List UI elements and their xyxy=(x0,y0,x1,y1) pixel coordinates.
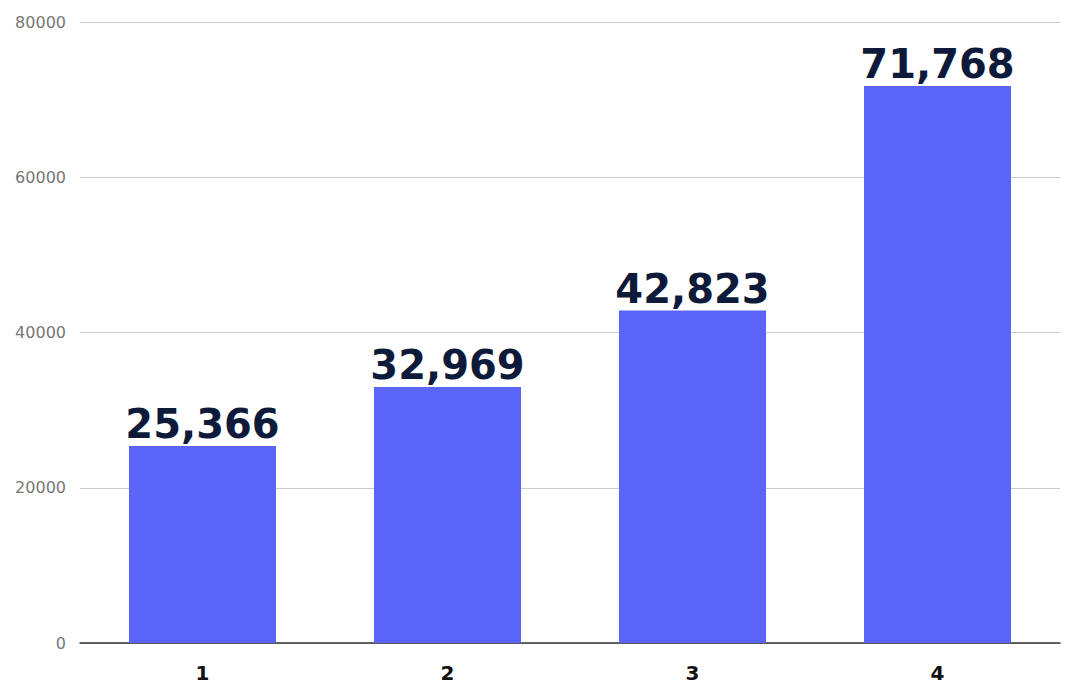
svg-text:20000: 20000 xyxy=(15,478,66,497)
svg-text:1: 1 xyxy=(196,661,210,685)
svg-text:4: 4 xyxy=(931,661,945,685)
svg-text:25,366: 25,366 xyxy=(125,401,279,447)
svg-text:40000: 40000 xyxy=(15,323,66,342)
svg-text:80000: 80000 xyxy=(15,13,66,32)
svg-text:0: 0 xyxy=(56,634,66,653)
svg-text:60000: 60000 xyxy=(15,168,66,187)
svg-text:2: 2 xyxy=(441,661,455,685)
svg-text:71,768: 71,768 xyxy=(860,41,1014,87)
svg-text:3: 3 xyxy=(686,661,700,685)
svg-text:42,823: 42,823 xyxy=(615,266,769,312)
svg-text:32,969: 32,969 xyxy=(370,342,524,388)
